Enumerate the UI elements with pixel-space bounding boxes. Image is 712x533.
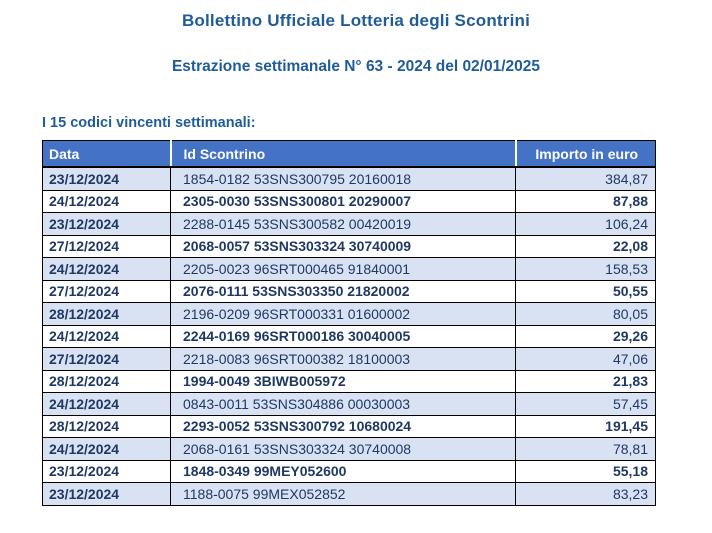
receipt-id-cell: 1994-0049 3BIWB005972 (170, 369, 516, 393)
date-cell: 23/12/2024 (42, 482, 171, 506)
date-cell: 24/12/2024 (42, 437, 171, 461)
amount-cell: 47,06 (515, 347, 656, 371)
column-header-date: Data (42, 140, 172, 168)
receipt-id-cell: 0843-0011 53SNS304886 00030003 (170, 392, 516, 416)
table-row: 28/12/2024 2196-0209 96SRT000331 01600002… (42, 302, 656, 326)
amount-cell: 50,55 (515, 279, 656, 303)
table-body: 23/12/2024 1854-0182 53SNS300795 20160018… (42, 166, 656, 506)
date-cell: 24/12/2024 (42, 257, 171, 281)
date-cell: 23/12/2024 (42, 166, 171, 191)
receipt-id-cell: 1854-0182 53SNS300795 20160018 (170, 166, 516, 191)
date-cell: 28/12/2024 (42, 302, 171, 326)
date-cell: 27/12/2024 (42, 234, 171, 258)
amount-cell: 55,18 (515, 459, 656, 483)
receipt-id-cell: 2068-0057 53SNS303324 30740009 (170, 234, 516, 258)
winning-codes-table: Data Id Scontrino Importo in euro 23/12/… (42, 140, 656, 506)
amount-cell: 21,83 (515, 369, 656, 393)
winning-codes-label: I 15 codici vincenti settimanali: (42, 115, 256, 131)
receipt-id-cell: 2288-0145 53SNS300582 00420019 (170, 212, 516, 236)
receipt-id-cell: 2076-0111 53SNS303350 21820002 (170, 279, 516, 303)
date-cell: 28/12/2024 (42, 414, 171, 438)
table-header-row: Data Id Scontrino Importo in euro (42, 140, 656, 168)
amount-cell: 158,53 (515, 257, 656, 281)
amount-cell: 87,88 (515, 189, 656, 213)
date-cell: 27/12/2024 (42, 279, 171, 303)
amount-cell: 78,81 (515, 437, 656, 461)
table-row: 24/12/2024 2305-0030 53SNS300801 20290007… (42, 189, 656, 213)
column-header-receipt-id: Id Scontrino (169, 140, 517, 168)
amount-cell: 384,87 (515, 166, 656, 191)
amount-cell: 191,45 (515, 414, 656, 438)
amount-cell: 106,24 (515, 212, 656, 236)
date-cell: 23/12/2024 (42, 459, 171, 483)
amount-cell: 22,08 (515, 234, 656, 258)
receipt-id-cell: 1848-0349 99MEY052600 (170, 459, 516, 483)
receipt-id-cell: 2305-0030 53SNS300801 20290007 (170, 189, 516, 213)
table-row: 27/12/2024 2068-0057 53SNS303324 30740009… (42, 234, 656, 258)
table-row: 24/12/2024 0843-0011 53SNS304886 00030003… (42, 392, 656, 416)
table-row: 27/12/2024 2076-0111 53SNS303350 21820002… (42, 279, 656, 303)
date-cell: 27/12/2024 (42, 347, 171, 371)
amount-cell: 57,45 (515, 392, 656, 416)
table-row: 24/12/2024 2205-0023 96SRT000465 91840001… (42, 257, 656, 281)
amount-cell: 29,26 (515, 324, 656, 348)
date-cell: 23/12/2024 (42, 212, 171, 236)
receipt-id-cell: 2196-0209 96SRT000331 01600002 (170, 302, 516, 326)
receipt-id-cell: 2218-0083 96SRT000382 18100003 (170, 347, 516, 371)
page-title: Bollettino Ufficiale Lotteria degli Scon… (181, 11, 531, 30)
date-cell: 24/12/2024 (42, 392, 171, 416)
receipt-id-cell: 2244-0169 96SRT000186 30040005 (170, 324, 516, 348)
draw-subtitle: Estrazione settimanale N° 63 - 2024 del … (171, 58, 541, 75)
receipt-id-cell: 2293-0052 53SNS300792 10680024 (170, 414, 516, 438)
receipt-id-cell: 2205-0023 96SRT000465 91840001 (170, 257, 516, 281)
table-row: 24/12/2024 2244-0169 96SRT000186 30040005… (42, 324, 656, 348)
amount-cell: 80,05 (515, 302, 656, 326)
date-cell: 24/12/2024 (42, 189, 171, 213)
table-row: 28/12/2024 1994-0049 3BIWB005972 21,83 (42, 369, 656, 393)
table-row: 24/12/2024 2068-0161 53SNS303324 30740008… (42, 437, 656, 461)
receipt-id-cell: 1188-0075 99MEX052852 (170, 482, 516, 506)
table-row: 23/12/2024 1188-0075 99MEX052852 83,23 (42, 482, 656, 506)
date-cell: 28/12/2024 (42, 369, 171, 393)
table-row: 23/12/2024 2288-0145 53SNS300582 00420019… (42, 212, 656, 236)
amount-cell: 83,23 (515, 482, 656, 506)
column-header-amount: Importo in euro (514, 140, 656, 168)
table-row: 23/12/2024 1854-0182 53SNS300795 20160018… (42, 166, 656, 191)
table-row: 27/12/2024 2218-0083 96SRT000382 18100003… (42, 347, 656, 371)
date-cell: 24/12/2024 (42, 324, 171, 348)
table-row: 23/12/2024 1848-0349 99MEY052600 55,18 (42, 459, 656, 483)
table-row: 28/12/2024 2293-0052 53SNS300792 10680024… (42, 414, 656, 438)
receipt-id-cell: 2068-0161 53SNS303324 30740008 (170, 437, 516, 461)
